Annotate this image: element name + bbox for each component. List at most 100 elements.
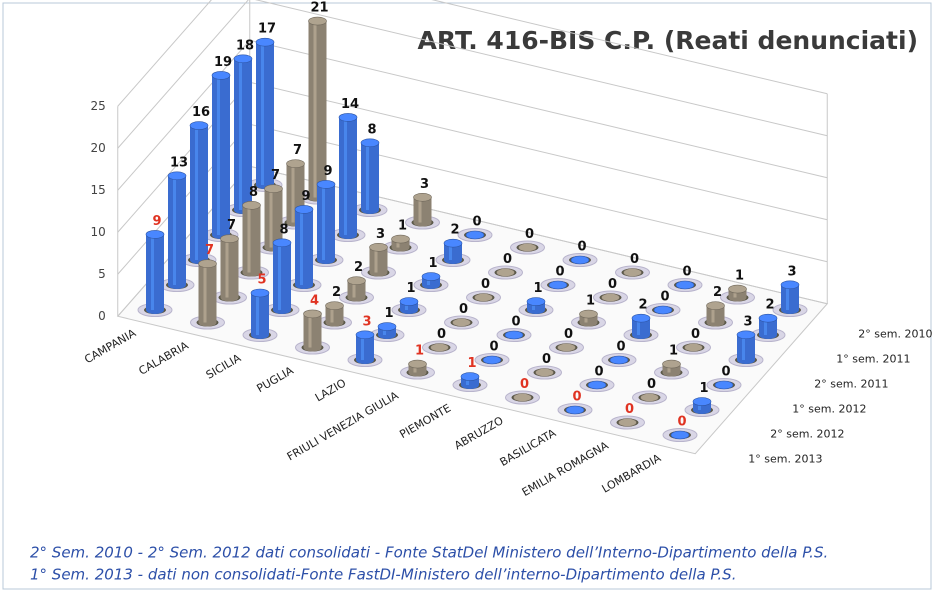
bar-top bbox=[570, 255, 590, 265]
x-tick-label: FRIULI VENEZIA GIULIA bbox=[285, 389, 401, 464]
value-label: 0 bbox=[647, 377, 656, 392]
value-label: 1 bbox=[533, 281, 542, 296]
x-tick-label: CALABRIA bbox=[137, 339, 192, 378]
bar-top bbox=[474, 293, 493, 302]
value-label: 2 bbox=[638, 298, 647, 313]
bar-body bbox=[256, 42, 274, 190]
bar-top bbox=[587, 380, 607, 390]
bar bbox=[272, 238, 292, 314]
bar-top bbox=[347, 276, 366, 286]
value-label: 0 bbox=[437, 327, 446, 342]
bar-top bbox=[482, 355, 502, 365]
bar-top bbox=[286, 159, 305, 168]
value-label: 2 bbox=[713, 285, 722, 300]
x-tick-label: ABRUZZO bbox=[452, 414, 506, 453]
value-label: 1 bbox=[415, 344, 424, 359]
bar bbox=[355, 330, 375, 364]
bar bbox=[255, 37, 275, 190]
bar-highlight bbox=[427, 276, 430, 285]
bar bbox=[640, 393, 659, 402]
bar bbox=[325, 301, 344, 327]
bar-top bbox=[706, 301, 725, 311]
value-label: 1 bbox=[428, 256, 437, 271]
value-label: 0 bbox=[594, 365, 603, 380]
bar-body bbox=[303, 313, 322, 352]
bar-top bbox=[399, 297, 419, 306]
bar bbox=[211, 71, 231, 240]
bar-body bbox=[356, 334, 374, 364]
bar-top bbox=[513, 393, 532, 402]
y-tick-label: 5 bbox=[98, 267, 106, 281]
bar-top bbox=[714, 380, 734, 390]
bar-highlight bbox=[405, 301, 408, 310]
value-label: 3 bbox=[420, 177, 429, 192]
value-label: 4 bbox=[310, 293, 319, 308]
bar-body bbox=[317, 184, 335, 264]
bar-top bbox=[565, 405, 585, 415]
y-tick-label: 25 bbox=[90, 99, 105, 113]
bar bbox=[338, 113, 358, 239]
bar bbox=[662, 359, 681, 377]
bar-highlight bbox=[195, 125, 198, 260]
bar bbox=[609, 355, 629, 365]
bar bbox=[474, 293, 493, 302]
bar-top bbox=[618, 418, 637, 427]
y-tick-label: 10 bbox=[90, 225, 105, 239]
value-label: 9 bbox=[323, 164, 332, 179]
grid-line bbox=[117, 0, 828, 149]
bar bbox=[692, 397, 712, 414]
bar-top bbox=[303, 309, 322, 319]
bar-top bbox=[548, 280, 568, 290]
bar-top bbox=[377, 322, 397, 331]
bar-highlight bbox=[396, 239, 400, 248]
bar bbox=[308, 16, 327, 202]
bar-top bbox=[465, 230, 485, 240]
bar-body bbox=[198, 263, 217, 327]
value-label: 7 bbox=[293, 143, 302, 158]
bar-body bbox=[146, 234, 164, 314]
value-label: 1 bbox=[735, 269, 744, 284]
value-label: 2 bbox=[332, 285, 341, 300]
bar-highlight bbox=[247, 205, 251, 273]
value-label: 0 bbox=[691, 327, 700, 342]
bar-top bbox=[316, 180, 336, 189]
value-label: 7 bbox=[205, 243, 214, 258]
bar-top bbox=[430, 343, 449, 352]
value-label: 0 bbox=[511, 315, 520, 330]
bar-top bbox=[408, 359, 427, 369]
bar bbox=[360, 138, 380, 214]
bar-top bbox=[557, 343, 576, 352]
bar-body bbox=[347, 280, 366, 302]
value-label: 8 bbox=[249, 185, 258, 200]
value-label: 0 bbox=[472, 215, 481, 230]
bar-highlight bbox=[418, 197, 422, 223]
bar-highlight bbox=[151, 234, 154, 310]
bar-highlight bbox=[300, 209, 303, 285]
value-label: 0 bbox=[572, 390, 581, 405]
value-label: 5 bbox=[257, 273, 266, 288]
bar bbox=[233, 54, 253, 214]
bar-body bbox=[190, 125, 208, 264]
bar-top bbox=[736, 330, 756, 340]
bar-highlight bbox=[225, 238, 229, 298]
bar-highlight bbox=[637, 318, 640, 335]
bar bbox=[631, 313, 651, 339]
value-label: 9 bbox=[301, 189, 310, 204]
value-label: 7 bbox=[227, 218, 236, 233]
bar bbox=[198, 259, 217, 327]
value-label: 0 bbox=[555, 265, 564, 280]
bar bbox=[264, 184, 283, 252]
bar-top bbox=[684, 343, 703, 352]
x-tick-label: LAZIO bbox=[313, 376, 349, 404]
value-label: 8 bbox=[279, 222, 288, 237]
bar bbox=[670, 430, 690, 440]
bar-body bbox=[234, 58, 252, 214]
value-label: 18 bbox=[236, 38, 254, 53]
x-tick-label: LOMBARDIA bbox=[600, 451, 664, 495]
value-label: 16 bbox=[192, 105, 210, 120]
series-label: 2° sem. 2012 bbox=[770, 427, 844, 440]
bar-body bbox=[168, 175, 186, 289]
value-label: 19 bbox=[214, 55, 232, 70]
value-label: 0 bbox=[608, 277, 617, 292]
